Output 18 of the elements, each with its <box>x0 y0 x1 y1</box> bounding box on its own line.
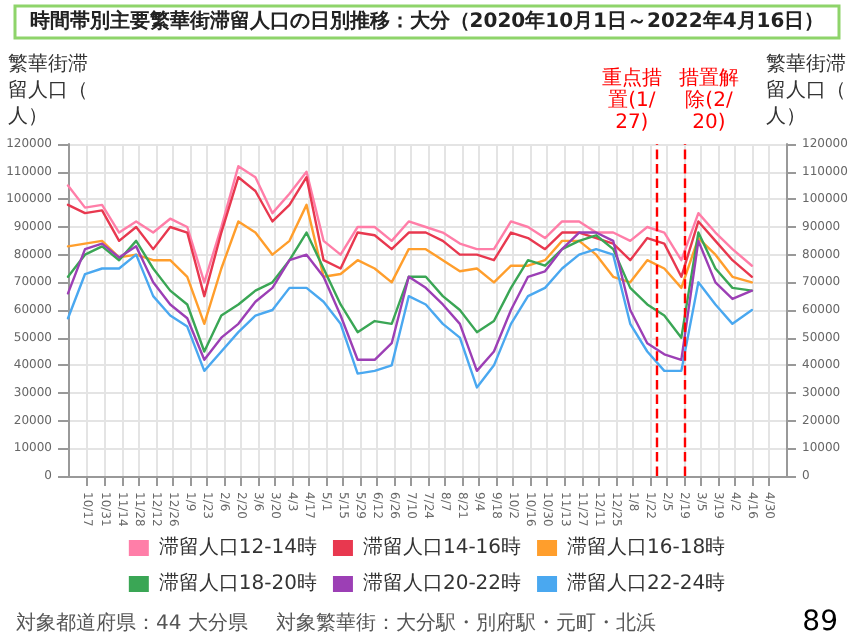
line-series <box>66 247 754 389</box>
text: 対象繁華街：大分駅・別府駅・元町・北浜 <box>276 611 656 635</box>
text: 89 <box>802 606 839 638</box>
line-series <box>66 164 754 284</box>
legend-label: 滞留人口22-24時 <box>567 571 726 595</box>
line-series <box>66 176 754 298</box>
y-axis-title: 繁華街滞留人口（人） <box>8 52 88 128</box>
legend-label: 滞留人口14-16時 <box>362 535 522 559</box>
text: 対象都道府県：44 大分県 <box>16 611 248 635</box>
y2-axis-title: 繁華街滞留人口（人） <box>766 52 846 128</box>
ref-line-label: 措置解除(2/20) <box>678 66 739 134</box>
legend-label: 滞留人口18-20時 <box>158 571 317 595</box>
line-series <box>66 203 754 326</box>
legend-label: 滞留人口20-22時 <box>362 571 522 595</box>
legend-label: 滞留人口12-14時 <box>158 535 317 559</box>
chart-title: 時間帯別主要繁華街滞留人口の日別推移：大分（2020年10月1日～2022年4月16日） <box>29 9 825 33</box>
ref-line-label: 重点措置(1/27) <box>601 66 662 134</box>
legend-label: 滞留人口16-18時 <box>567 535 726 559</box>
